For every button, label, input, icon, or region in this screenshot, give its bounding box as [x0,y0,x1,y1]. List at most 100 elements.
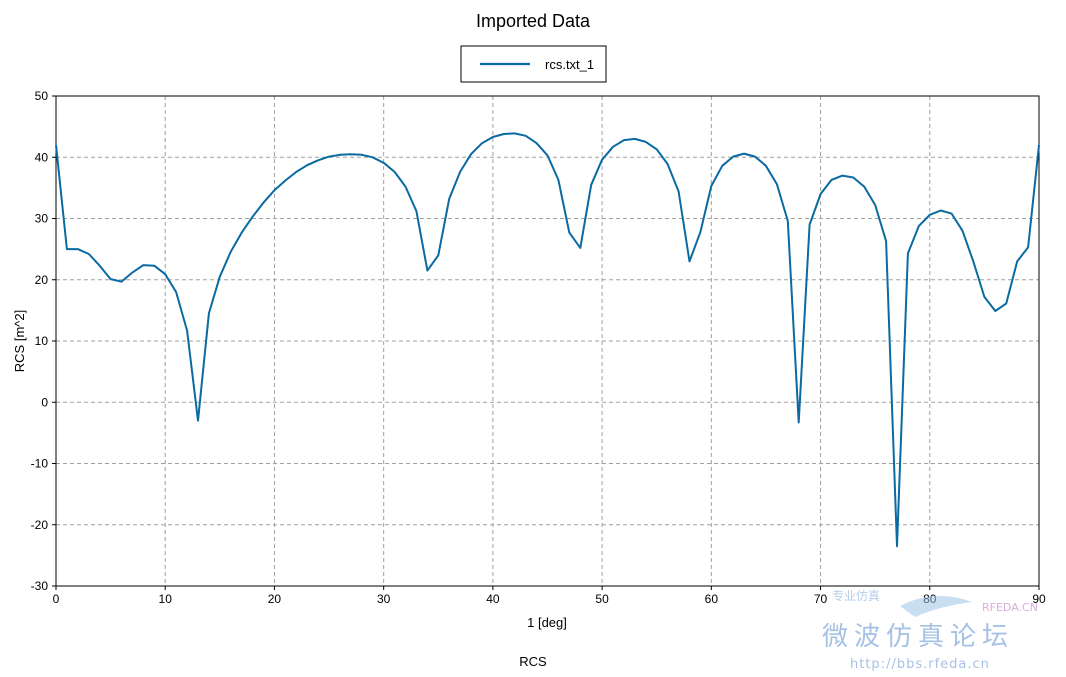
data-point [514,132,516,134]
footer-label: RCS [519,654,547,669]
data-point [55,144,57,146]
data-point [339,154,341,156]
data-point [120,280,123,283]
data-point [208,312,210,315]
watermark-slogan: 专业仿真 [832,588,880,603]
y-tick-label: 0 [41,395,48,409]
x-tick-label: 50 [595,592,609,606]
data-point [66,248,68,250]
data-point [972,261,975,263]
data-point [994,310,996,312]
watermark: 专业仿真 RFEDA.CN 微波仿真论坛 http://bbs.rfeda.cn [822,588,1038,672]
data-point [918,225,920,227]
watermark-logo-shape [900,595,972,617]
data-point [383,162,385,164]
data-point [874,204,876,206]
data-point [841,175,844,177]
data-point [809,224,811,226]
data-point [961,230,964,232]
data-point [601,159,603,161]
data-point [732,156,734,158]
data-point [404,186,407,188]
x-tick-label: 0 [53,592,60,606]
data-point [328,156,330,158]
data-point [1016,260,1018,262]
data-point [743,152,745,155]
data-point [579,247,581,249]
data-point [667,163,669,165]
data-point [350,153,352,155]
data-point [710,185,712,187]
data-point [798,421,800,424]
data-point [317,159,319,161]
data-point [1038,144,1040,146]
x-tick-label: 60 [705,592,719,606]
data-point [699,231,702,233]
y-tick-label: -10 [31,457,49,471]
data-point [929,214,931,216]
data-point [372,156,374,158]
chart-title: Imported Data [476,11,591,31]
x-tick-label: 30 [377,592,391,606]
data-point [273,189,276,191]
grid-lines [56,96,1039,586]
x-tick-label: 20 [268,592,282,606]
data-point [885,240,887,242]
data-points [55,132,1040,547]
data-point [656,148,658,150]
data-point [612,146,614,148]
data-point [754,156,756,158]
watermark-chinese: 微波仿真论坛 [822,622,1014,652]
data-point [951,213,953,215]
data-point [645,141,647,143]
data-point [262,201,265,204]
data-point [437,254,439,256]
y-tick-label: 10 [35,334,49,348]
x-tick-label: 10 [159,592,173,606]
data-point [306,164,308,166]
data-point [361,154,363,156]
data-point [393,171,396,173]
data-point [634,138,636,140]
data-point [983,296,985,298]
y-tick-label: -30 [31,579,49,593]
data-point [688,260,691,262]
data-point [219,276,221,278]
data-point [896,545,898,547]
data-point [481,142,483,144]
data-point [557,179,560,181]
y-tick-label: 40 [35,150,49,164]
data-point [503,133,505,135]
data-point [284,179,286,182]
legend: rcs.txt_1 [460,45,607,83]
watermark-brand: RFEDA.CN [982,601,1038,614]
data-point [252,216,254,218]
data-point [197,420,199,422]
data-point [492,136,494,138]
data-point [415,210,418,212]
data-point [131,271,134,273]
watermark-url: http://bbs.rfeda.cn [850,657,990,672]
x-tick-label: 70 [814,592,828,606]
data-point [863,186,865,188]
y-tick-label: 30 [35,212,49,226]
data-point [426,269,428,272]
series-line-rcs [55,132,1040,548]
y-tick-label: 50 [35,89,49,103]
data-point [1027,246,1029,248]
data-point [230,250,232,253]
data-point [765,165,767,167]
data-point [776,183,778,185]
data-point [830,179,833,181]
data-point [546,154,549,157]
y-axis-ticks: -30 -20 -10 0 10 20 30 40 50 [31,89,56,593]
data-point [295,171,297,173]
x-tick-label: 90 [1032,592,1046,606]
data-point [623,139,625,141]
data-point [142,264,144,266]
data-point [99,265,101,267]
data-point [459,171,461,173]
x-axis-ticks: 0102030405060708090 [53,586,1046,606]
data-point [448,198,450,200]
